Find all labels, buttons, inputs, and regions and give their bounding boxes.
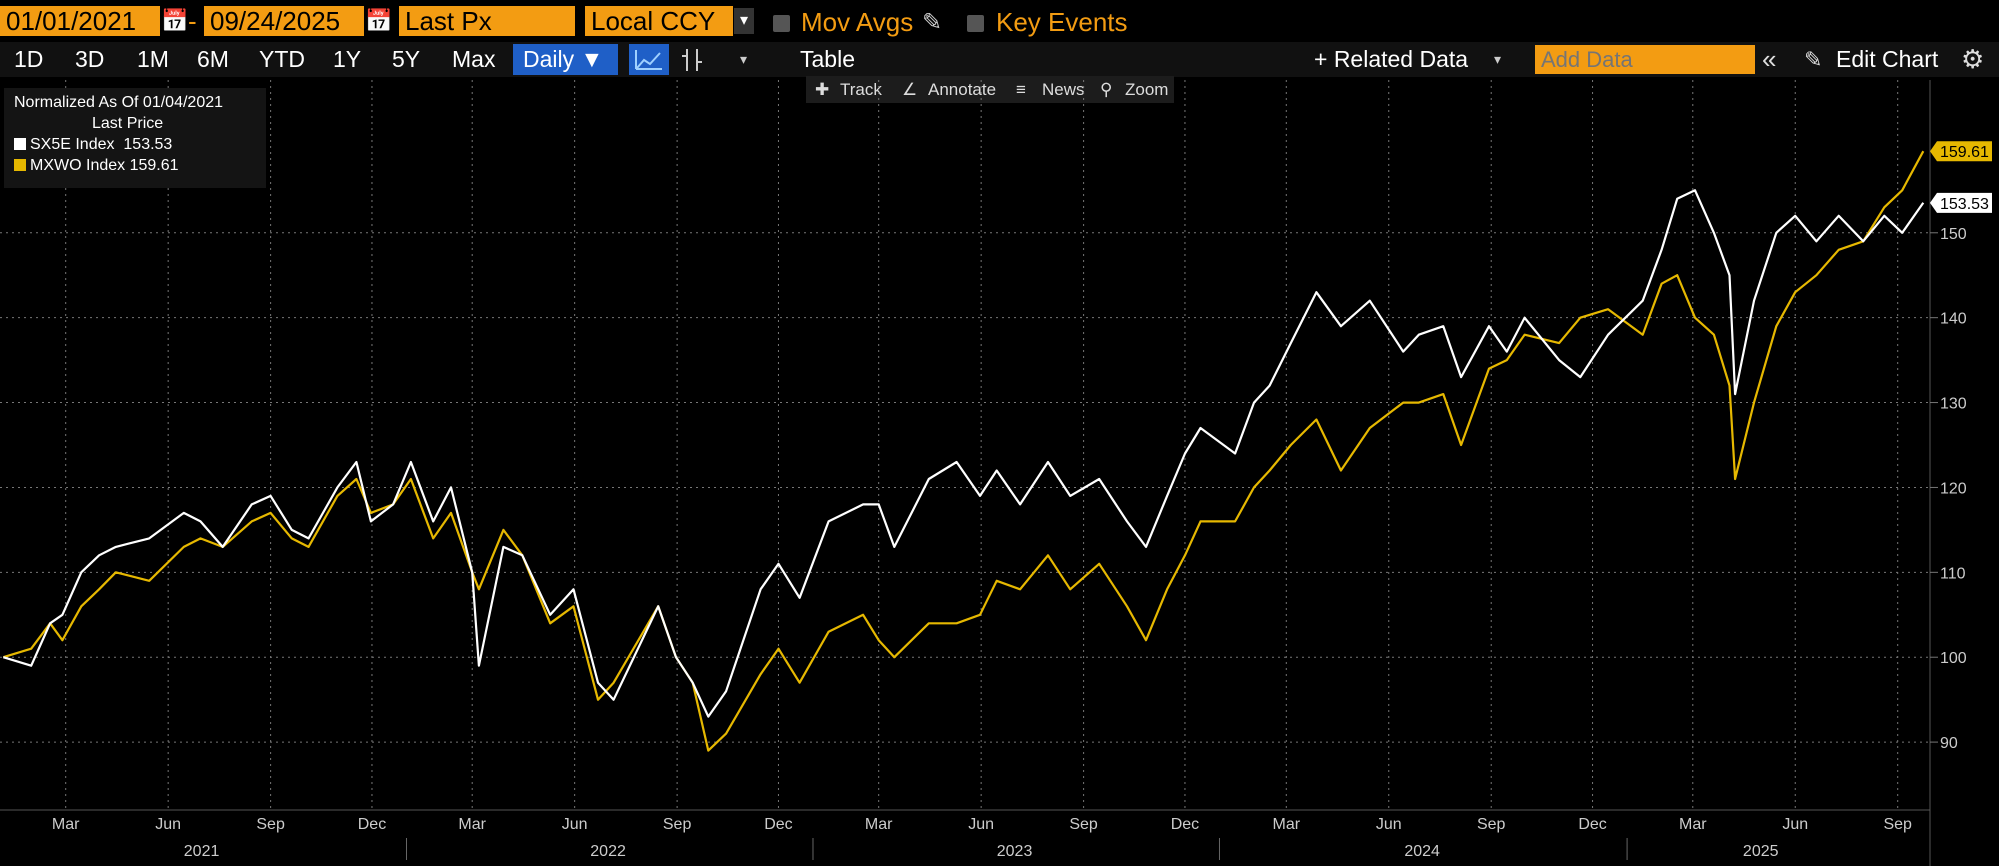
x-tick-label: Mar [52, 816, 80, 833]
x-tick-label: Sep [1477, 816, 1506, 833]
y-tick-label: 150 [1940, 226, 1967, 243]
period-1y[interactable]: 1Y [333, 46, 362, 72]
top-toolbar: 01/01/2021 📅 - 09/24/2025 📅 Last Px Loca… [0, 0, 1999, 42]
news-tool[interactable]: News [1042, 80, 1085, 99]
end-date-field[interactable]: 09/24/2025 [204, 6, 364, 36]
x-year-label: 2021 [184, 843, 220, 860]
legend-value-sx5e: 153.53 [123, 136, 173, 153]
legend-swatch-mxwo [14, 159, 26, 171]
x-tick-label: Jun [1376, 816, 1402, 833]
y-tick-label: 100 [1940, 650, 1967, 667]
x-tick-label: Dec [1171, 816, 1199, 833]
y-tick-label: 110 [1940, 565, 1966, 582]
x-tick-label: Mar [1679, 816, 1707, 833]
x-tick-label: Mar [1273, 816, 1301, 833]
x-tick-label: Sep [1883, 816, 1912, 833]
x-tick-label: Jun [155, 816, 181, 833]
price-chart[interactable]: 90 100 110 120 130 140 150 Mar Jun Sep Dec Mar Jun Se… [0, 77, 1999, 866]
chart-tools [806, 76, 1174, 103]
settings-gear-icon[interactable]: ⚙ [1961, 44, 1985, 74]
y-tick-label: 120 [1940, 480, 1967, 497]
collapse-chevrons-icon[interactable]: « [1762, 44, 1777, 74]
field-selector[interactable]: Last Px [399, 6, 575, 36]
period-max[interactable]: Max [452, 46, 496, 72]
start-date-field[interactable]: 01/01/2021 [0, 6, 160, 36]
last-value-label-sx5e: 153.53 [1940, 196, 1989, 213]
legend-field: Last Price [92, 115, 164, 132]
x-tick-label: Mar [458, 816, 486, 833]
period-5y[interactable]: 5Y [392, 46, 421, 72]
x-tick-label: Sep [256, 816, 285, 833]
zoom-tool[interactable]: Zoom [1125, 80, 1169, 99]
legend-entry-sx5e: SX5E Index 153.53 [14, 134, 172, 155]
related-data-dropdown-icon[interactable]: ▾ [1494, 51, 1502, 67]
last-value-badge-sx5e [1930, 192, 1992, 213]
track-icon[interactable]: ✚ [815, 80, 830, 99]
last-value-badge-mxwo [1930, 141, 1992, 162]
edit-pencil-icon[interactable]: ✎ [1804, 47, 1823, 72]
last-value-label-mxwo: 159.61 [1940, 144, 1989, 161]
frequency-selector[interactable]: Daily ▼ [513, 44, 618, 75]
edit-chart-button[interactable]: Edit Chart [1836, 46, 1939, 72]
track-tool[interactable]: Track [840, 80, 882, 99]
x-year-label: 2024 [1404, 843, 1440, 860]
legend-swatch-sx5e [14, 138, 26, 150]
period-1m[interactable]: 1M [137, 46, 169, 72]
legend-normalized: Normalized As Of 01/04/2021 [14, 94, 224, 111]
x-tick-label: Jun [1782, 816, 1808, 833]
zoom-icon[interactable]: ⚲ [1100, 80, 1113, 99]
chart-type-dropdown-icon[interactable]: ▾ [740, 51, 748, 67]
period-ytd[interactable]: YTD [259, 46, 305, 72]
annotate-icon[interactable]: ∠ [902, 80, 918, 99]
x-tick-label: Mar [865, 816, 893, 833]
date-separator: - [188, 6, 197, 36]
period-1d[interactable]: 1D [14, 46, 44, 72]
legend: Normalized As Of 01/04/2021 Last Price S… [4, 88, 266, 188]
currency-selector[interactable]: Local CCY [585, 6, 733, 36]
related-data-button[interactable]: + Related Data [1314, 46, 1469, 72]
end-calendar-icon[interactable]: 📅 [365, 8, 393, 33]
legend-entry-mxwo: MXWO Index 159.61 [14, 155, 179, 176]
x-tick-label: Dec [1578, 816, 1606, 833]
legend-value-mxwo: 159.61 [129, 157, 179, 174]
series-line-mxwo [2, 150, 1925, 752]
key-events-checkbox[interactable] [967, 15, 984, 32]
annotate-tool[interactable]: Annotate [928, 80, 997, 99]
currency-dropdown-icon[interactable]: ▾ [734, 8, 754, 34]
series-line-sx5e [2, 189, 1925, 718]
key-events-label[interactable]: Key Events [996, 7, 1128, 37]
x-tick-label: Sep [663, 816, 692, 833]
y-tick-label: 90 [1940, 735, 1958, 752]
x-year-label: 2022 [590, 843, 626, 860]
x-tick-label: Jun [562, 816, 588, 833]
legend-name-mxwo: MXWO Index [30, 157, 126, 174]
x-year-label: 2025 [1743, 843, 1779, 860]
news-icon[interactable]: ≡ [1016, 80, 1026, 99]
y-tick-label: 130 [1940, 396, 1967, 413]
period-3d[interactable]: 3D [75, 46, 105, 72]
x-tick-label: Jun [968, 816, 994, 833]
bar-type-icon[interactable] [680, 44, 704, 75]
x-tick-label: Dec [358, 816, 386, 833]
period-6m[interactable]: 6M [197, 46, 229, 72]
mov-avgs-label[interactable]: Mov Avgs [801, 7, 914, 37]
x-year-label: 2023 [997, 843, 1033, 860]
x-tick-label: Dec [764, 816, 792, 833]
add-data-input[interactable] [1535, 45, 1755, 74]
y-tick-label: 140 [1940, 311, 1967, 328]
x-tick-label: Sep [1069, 816, 1098, 833]
start-calendar-icon[interactable]: 📅 [161, 8, 189, 33]
pencil-icon[interactable]: ✎ [922, 9, 943, 36]
legend-name-sx5e: SX5E Index [30, 136, 115, 153]
mov-avgs-checkbox[interactable] [773, 15, 790, 32]
line-chart-icon[interactable] [629, 44, 669, 75]
table-button[interactable]: Table [800, 46, 855, 72]
